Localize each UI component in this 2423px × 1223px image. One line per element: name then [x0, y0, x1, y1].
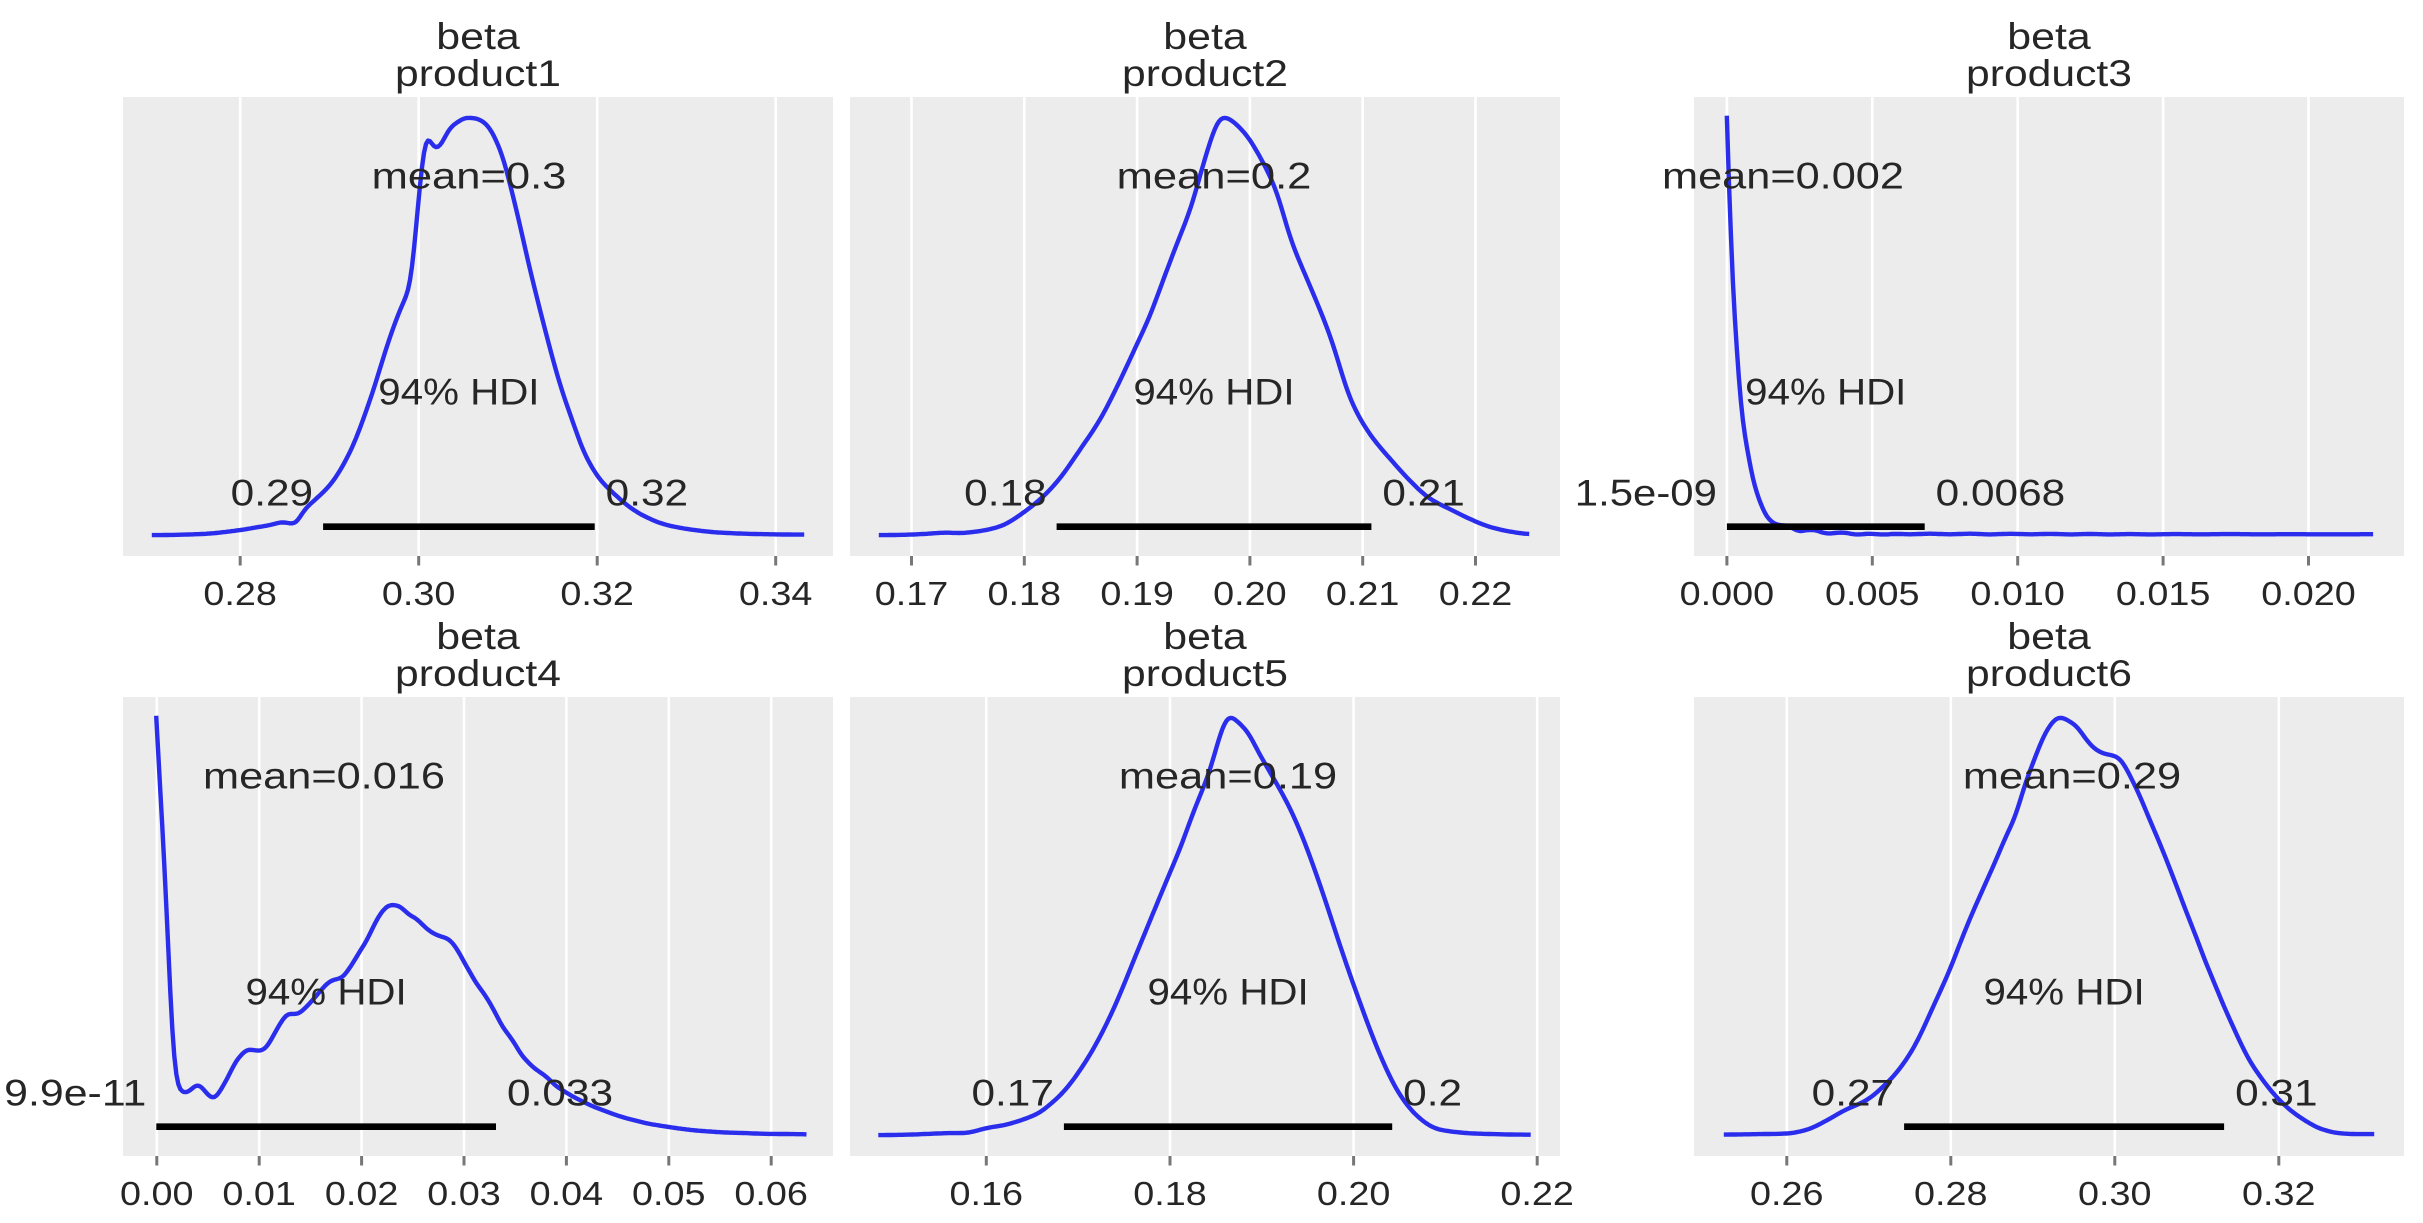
svg-text:0.29: 0.29 [231, 473, 313, 514]
svg-text:product6: product6 [1966, 653, 2132, 694]
svg-text:0.020: 0.020 [2261, 575, 2356, 612]
svg-text:beta: beta [1163, 616, 1247, 657]
svg-text:0.22: 0.22 [1439, 575, 1513, 612]
svg-text:0.17: 0.17 [972, 1073, 1054, 1114]
svg-text:94% HDI: 94% HDI [1148, 972, 1309, 1013]
svg-text:94% HDI: 94% HDI [246, 972, 407, 1013]
svg-text:0.32: 0.32 [606, 473, 688, 514]
svg-text:0.30: 0.30 [382, 575, 456, 612]
svg-text:product2: product2 [1122, 53, 1288, 94]
svg-text:0.28: 0.28 [1914, 1175, 1988, 1212]
svg-text:0.2: 0.2 [1403, 1073, 1462, 1114]
svg-text:94% HDI: 94% HDI [1984, 972, 2145, 1013]
svg-text:0.02: 0.02 [325, 1175, 399, 1212]
svg-text:0.0068: 0.0068 [1936, 473, 2066, 514]
svg-text:beta: beta [1163, 16, 1247, 57]
svg-text:9.9e-11: 9.9e-11 [4, 1073, 146, 1114]
svg-text:94% HDI: 94% HDI [1745, 372, 1906, 413]
svg-text:0.18: 0.18 [988, 575, 1062, 612]
svg-text:0.26: 0.26 [1750, 1175, 1824, 1212]
svg-text:0.033: 0.033 [507, 1073, 613, 1114]
svg-text:0.18: 0.18 [1133, 1175, 1207, 1212]
svg-text:0.30: 0.30 [2078, 1175, 2152, 1212]
svg-text:beta: beta [436, 616, 520, 657]
svg-text:0.005: 0.005 [1825, 575, 1920, 612]
svg-text:0.17: 0.17 [875, 575, 949, 612]
svg-text:0.16: 0.16 [950, 1175, 1024, 1212]
svg-text:0.05: 0.05 [632, 1175, 706, 1212]
svg-text:0.010: 0.010 [1970, 575, 2065, 612]
svg-text:0.01: 0.01 [222, 1175, 296, 1212]
svg-text:0.04: 0.04 [530, 1175, 604, 1212]
svg-text:0.21: 0.21 [1326, 575, 1400, 612]
svg-text:0.32: 0.32 [2242, 1175, 2316, 1212]
svg-text:0.03: 0.03 [427, 1175, 501, 1212]
svg-text:0.000: 0.000 [1680, 575, 1775, 612]
svg-text:beta: beta [2007, 16, 2091, 57]
svg-text:0.20: 0.20 [1317, 1175, 1391, 1212]
svg-text:0.27: 0.27 [1812, 1073, 1894, 1114]
svg-text:beta: beta [2007, 616, 2091, 657]
svg-text:0.20: 0.20 [1213, 575, 1287, 612]
svg-text:product5: product5 [1122, 653, 1288, 694]
svg-text:0.00: 0.00 [120, 1175, 194, 1212]
svg-text:beta: beta [436, 16, 520, 57]
svg-text:mean=0.002: mean=0.002 [1662, 156, 1904, 197]
svg-text:mean=0.29: mean=0.29 [1963, 756, 2181, 797]
svg-text:mean=0.016: mean=0.016 [203, 756, 445, 797]
svg-text:product3: product3 [1966, 53, 2132, 94]
svg-text:94% HDI: 94% HDI [1133, 372, 1294, 413]
svg-text:0.22: 0.22 [1500, 1175, 1574, 1212]
svg-text:0.21: 0.21 [1382, 473, 1464, 514]
svg-text:0.18: 0.18 [964, 473, 1046, 514]
svg-text:0.31: 0.31 [2235, 1073, 2317, 1114]
svg-text:0.19: 0.19 [1100, 575, 1174, 612]
svg-text:product1: product1 [395, 53, 561, 94]
svg-text:product4: product4 [395, 653, 561, 694]
svg-text:0.32: 0.32 [560, 575, 634, 612]
svg-text:1.5e-09: 1.5e-09 [1575, 473, 1717, 514]
svg-text:mean=0.3: mean=0.3 [372, 156, 567, 197]
svg-text:0.34: 0.34 [739, 575, 813, 612]
svg-text:0.28: 0.28 [203, 575, 277, 612]
svg-text:0.06: 0.06 [734, 1175, 808, 1212]
svg-text:mean=0.2: mean=0.2 [1117, 156, 1312, 197]
svg-text:94% HDI: 94% HDI [378, 372, 539, 413]
svg-text:mean=0.19: mean=0.19 [1119, 756, 1337, 797]
svg-text:0.015: 0.015 [2116, 575, 2211, 612]
